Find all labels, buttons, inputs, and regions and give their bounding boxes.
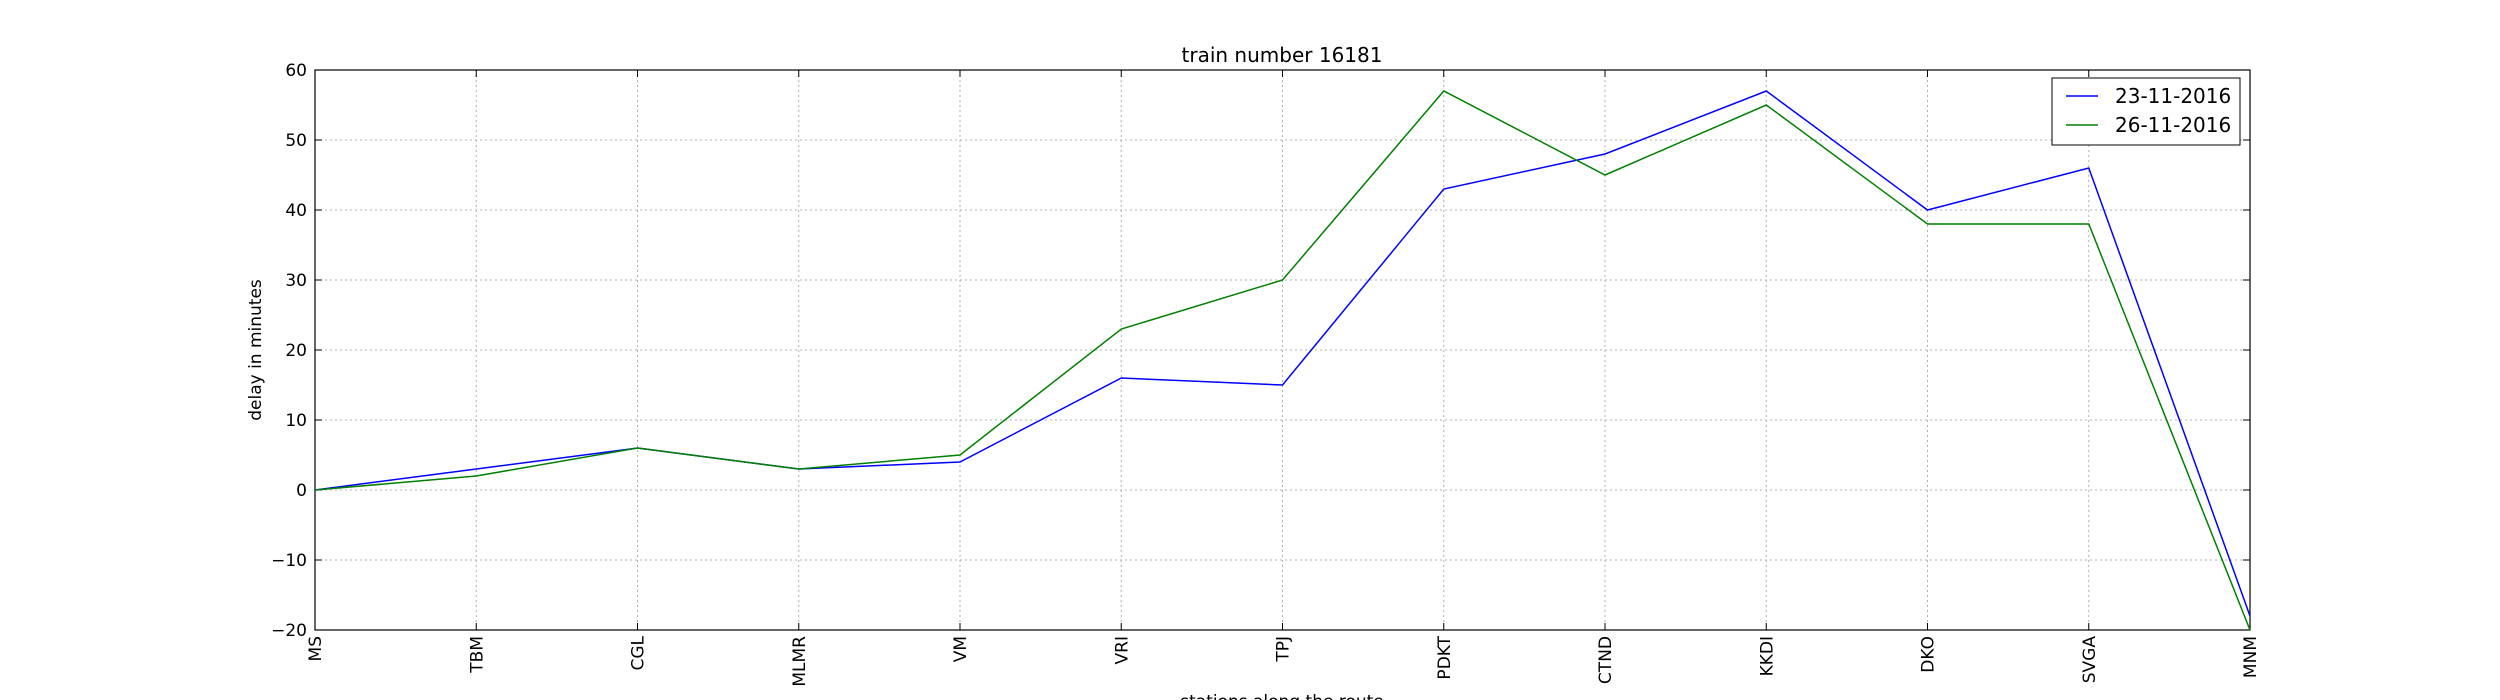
y-axis-label: delay in minutes xyxy=(246,279,266,421)
y-tick-label: 20 xyxy=(285,341,307,361)
x-tick-label: MLMR xyxy=(790,636,810,687)
x-tick-label: TBM xyxy=(467,636,487,674)
x-tick-label: CGL xyxy=(629,635,649,670)
x-tick-label: CTND xyxy=(1596,636,1616,684)
x-tick-label: MNM xyxy=(2241,636,2261,678)
x-tick-label: MS xyxy=(306,636,326,661)
y-tick-label: 30 xyxy=(285,271,307,291)
x-tick-label: VRI xyxy=(1112,636,1132,664)
x-axis-label: stations along the route xyxy=(1180,692,1384,700)
legend-label-series-2: 26-11-2016 xyxy=(2115,113,2231,137)
x-tick-label: DKO xyxy=(1919,636,1939,673)
y-tick-label: 50 xyxy=(285,131,307,151)
x-tick-label: VM xyxy=(951,636,971,662)
legend-label-series-1: 23-11-2016 xyxy=(2115,84,2231,108)
x-tick-label: TPJ xyxy=(1274,636,1294,663)
y-tick-label: 0 xyxy=(296,481,307,501)
y-tick-label: 10 xyxy=(285,411,307,431)
series-layer xyxy=(314,90,2251,631)
y-tick-label: −10 xyxy=(271,551,307,571)
chart-title: train number 16181 xyxy=(1182,43,1383,67)
y-tick-label: 40 xyxy=(285,201,307,221)
series-line-2 xyxy=(314,90,2251,631)
legend: 23-11-2016 26-11-2016 xyxy=(2051,77,2241,146)
x-tick-label: SVGA xyxy=(2080,636,2100,684)
x-tick-label: KKDI xyxy=(1757,636,1777,676)
y-tick-label: −20 xyxy=(271,621,307,641)
y-tick-label: 60 xyxy=(285,61,307,81)
ticks-layer: −20 −10 0 10 20 30 40 50 60 MS TBM CGL MLMR VM VRI TPJ P… xyxy=(271,61,2261,687)
x-tick-label: PDKT xyxy=(1435,635,1455,679)
grid-layer xyxy=(315,70,2250,630)
series-line-1 xyxy=(314,90,2251,617)
legend-box xyxy=(2051,77,2241,146)
